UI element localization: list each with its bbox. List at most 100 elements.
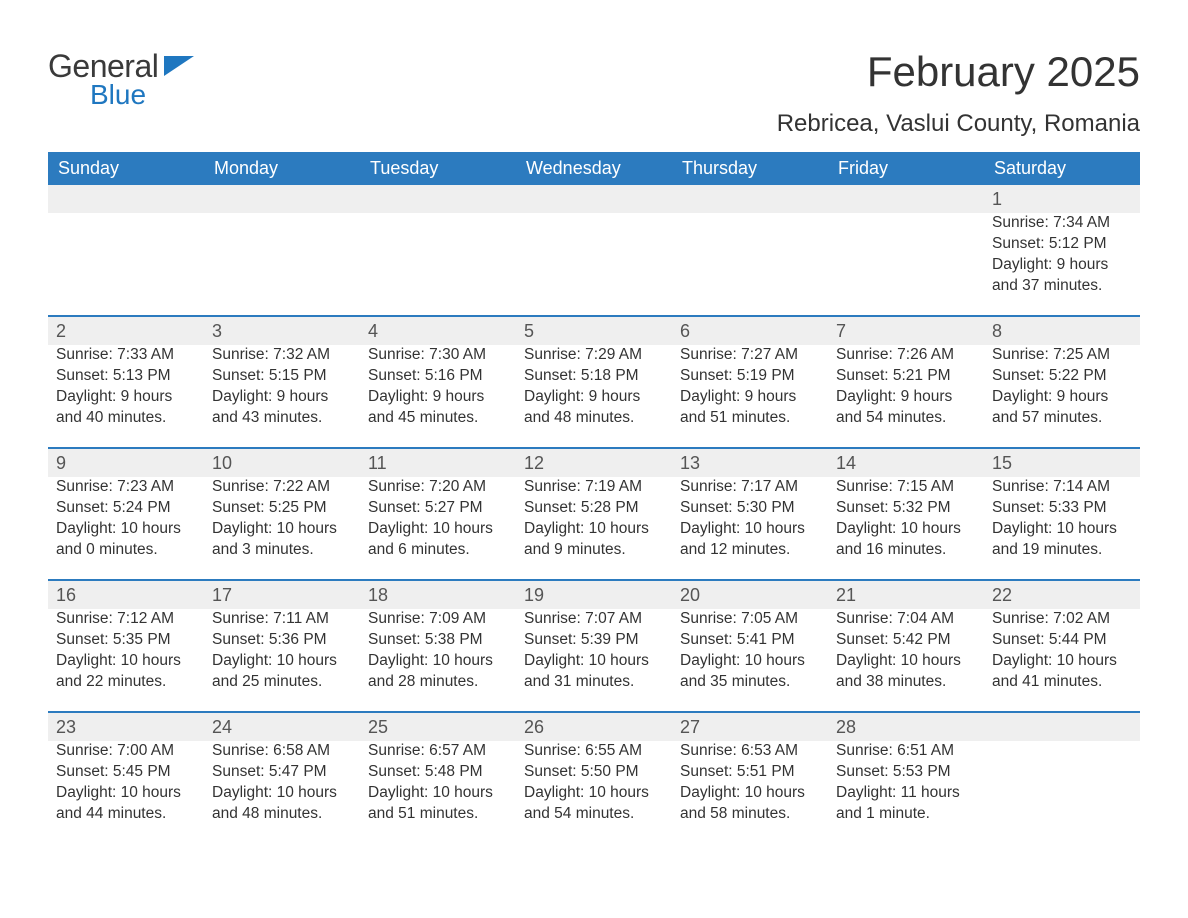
daylight-line: Daylight: 9 hours and 48 minutes. [524, 387, 664, 429]
day-number: 28 [828, 712, 984, 741]
day-cell: Sunrise: 7:30 AMSunset: 5:16 PMDaylight:… [360, 345, 516, 448]
week-number-row: 2345678 [48, 316, 1140, 345]
sunset-line: Sunset: 5:16 PM [368, 366, 508, 387]
day-number: 6 [672, 316, 828, 345]
day-cell: Sunrise: 7:32 AMSunset: 5:15 PMDaylight:… [204, 345, 360, 448]
day-cell: Sunrise: 7:05 AMSunset: 5:41 PMDaylight:… [672, 609, 828, 712]
day-cell: Sunrise: 7:15 AMSunset: 5:32 PMDaylight:… [828, 477, 984, 580]
day-number [204, 185, 360, 213]
flag-icon [164, 56, 194, 76]
sunset-line: Sunset: 5:36 PM [212, 630, 352, 651]
daylight-line: Daylight: 10 hours and 16 minutes. [836, 519, 976, 561]
sunrise-line: Sunrise: 7:34 AM [992, 213, 1132, 234]
sunset-line: Sunset: 5:41 PM [680, 630, 820, 651]
day-header: Tuesday [360, 152, 516, 185]
day-cell: Sunrise: 7:29 AMSunset: 5:18 PMDaylight:… [516, 345, 672, 448]
week-number-row: 16171819202122 [48, 580, 1140, 609]
sunset-line: Sunset: 5:33 PM [992, 498, 1132, 519]
daylight-line: Daylight: 9 hours and 54 minutes. [836, 387, 976, 429]
daylight-line: Daylight: 11 hours and 1 minute. [836, 783, 976, 825]
daylight-line: Daylight: 10 hours and 12 minutes. [680, 519, 820, 561]
day-number [828, 185, 984, 213]
sunset-line: Sunset: 5:21 PM [836, 366, 976, 387]
sunrise-line: Sunrise: 6:51 AM [836, 741, 976, 762]
day-number: 5 [516, 316, 672, 345]
week-number-row: 232425262728 [48, 712, 1140, 741]
sunset-line: Sunset: 5:18 PM [524, 366, 664, 387]
day-number: 18 [360, 580, 516, 609]
daylight-line: Daylight: 10 hours and 28 minutes. [368, 651, 508, 693]
week-body-row: Sunrise: 7:12 AMSunset: 5:35 PMDaylight:… [48, 609, 1140, 712]
day-header: Monday [204, 152, 360, 185]
day-number: 21 [828, 580, 984, 609]
sunrise-line: Sunrise: 7:26 AM [836, 345, 976, 366]
sunrise-line: Sunrise: 7:30 AM [368, 345, 508, 366]
day-number: 22 [984, 580, 1140, 609]
calendar-table: SundayMondayTuesdayWednesdayThursdayFrid… [48, 152, 1140, 843]
week-body-row: Sunrise: 7:33 AMSunset: 5:13 PMDaylight:… [48, 345, 1140, 448]
day-cell: Sunrise: 7:00 AMSunset: 5:45 PMDaylight:… [48, 741, 204, 843]
day-number [48, 185, 204, 213]
sunrise-line: Sunrise: 7:02 AM [992, 609, 1132, 630]
daylight-line: Daylight: 10 hours and 19 minutes. [992, 519, 1132, 561]
sunset-line: Sunset: 5:51 PM [680, 762, 820, 783]
sunset-line: Sunset: 5:42 PM [836, 630, 976, 651]
day-cell [672, 213, 828, 316]
week-body-row: Sunrise: 7:00 AMSunset: 5:45 PMDaylight:… [48, 741, 1140, 843]
sunrise-line: Sunrise: 7:14 AM [992, 477, 1132, 498]
daylight-line: Daylight: 10 hours and 58 minutes. [680, 783, 820, 825]
sunrise-line: Sunrise: 7:29 AM [524, 345, 664, 366]
day-cell [828, 213, 984, 316]
sunset-line: Sunset: 5:44 PM [992, 630, 1132, 651]
daylight-line: Daylight: 10 hours and 48 minutes. [212, 783, 352, 825]
sunset-line: Sunset: 5:22 PM [992, 366, 1132, 387]
week-body-row: Sunrise: 7:34 AMSunset: 5:12 PMDaylight:… [48, 213, 1140, 316]
day-number: 12 [516, 448, 672, 477]
day-cell: Sunrise: 7:19 AMSunset: 5:28 PMDaylight:… [516, 477, 672, 580]
day-header: Saturday [984, 152, 1140, 185]
daylight-line: Daylight: 10 hours and 41 minutes. [992, 651, 1132, 693]
sunset-line: Sunset: 5:30 PM [680, 498, 820, 519]
day-number: 4 [360, 316, 516, 345]
daylight-line: Daylight: 9 hours and 37 minutes. [992, 255, 1132, 297]
day-number: 19 [516, 580, 672, 609]
day-number [672, 185, 828, 213]
day-number: 9 [48, 448, 204, 477]
day-cell: Sunrise: 7:09 AMSunset: 5:38 PMDaylight:… [360, 609, 516, 712]
day-cell: Sunrise: 7:33 AMSunset: 5:13 PMDaylight:… [48, 345, 204, 448]
day-header: Wednesday [516, 152, 672, 185]
sunset-line: Sunset: 5:28 PM [524, 498, 664, 519]
sunrise-line: Sunrise: 7:33 AM [56, 345, 196, 366]
sunset-line: Sunset: 5:48 PM [368, 762, 508, 783]
sunset-line: Sunset: 5:53 PM [836, 762, 976, 783]
sunset-line: Sunset: 5:25 PM [212, 498, 352, 519]
day-cell: Sunrise: 6:57 AMSunset: 5:48 PMDaylight:… [360, 741, 516, 843]
sunrise-line: Sunrise: 6:57 AM [368, 741, 508, 762]
day-number: 3 [204, 316, 360, 345]
sunrise-line: Sunrise: 7:17 AM [680, 477, 820, 498]
daylight-line: Daylight: 9 hours and 57 minutes. [992, 387, 1132, 429]
day-cell [48, 213, 204, 316]
day-number: 17 [204, 580, 360, 609]
day-cell: Sunrise: 6:55 AMSunset: 5:50 PMDaylight:… [516, 741, 672, 843]
sunrise-line: Sunrise: 7:05 AM [680, 609, 820, 630]
sunset-line: Sunset: 5:15 PM [212, 366, 352, 387]
day-cell: Sunrise: 7:04 AMSunset: 5:42 PMDaylight:… [828, 609, 984, 712]
day-header-row: SundayMondayTuesdayWednesdayThursdayFrid… [48, 152, 1140, 185]
day-cell: Sunrise: 7:22 AMSunset: 5:25 PMDaylight:… [204, 477, 360, 580]
sunrise-line: Sunrise: 7:09 AM [368, 609, 508, 630]
daylight-line: Daylight: 10 hours and 25 minutes. [212, 651, 352, 693]
day-cell: Sunrise: 7:11 AMSunset: 5:36 PMDaylight:… [204, 609, 360, 712]
daylight-line: Daylight: 10 hours and 6 minutes. [368, 519, 508, 561]
sunrise-line: Sunrise: 7:15 AM [836, 477, 976, 498]
sunset-line: Sunset: 5:45 PM [56, 762, 196, 783]
day-cell: Sunrise: 6:58 AMSunset: 5:47 PMDaylight:… [204, 741, 360, 843]
day-number: 16 [48, 580, 204, 609]
day-number: 15 [984, 448, 1140, 477]
day-cell: Sunrise: 7:17 AMSunset: 5:30 PMDaylight:… [672, 477, 828, 580]
sunset-line: Sunset: 5:32 PM [836, 498, 976, 519]
day-cell: Sunrise: 7:34 AMSunset: 5:12 PMDaylight:… [984, 213, 1140, 316]
day-cell [204, 213, 360, 316]
sunrise-line: Sunrise: 6:53 AM [680, 741, 820, 762]
daylight-line: Daylight: 9 hours and 40 minutes. [56, 387, 196, 429]
